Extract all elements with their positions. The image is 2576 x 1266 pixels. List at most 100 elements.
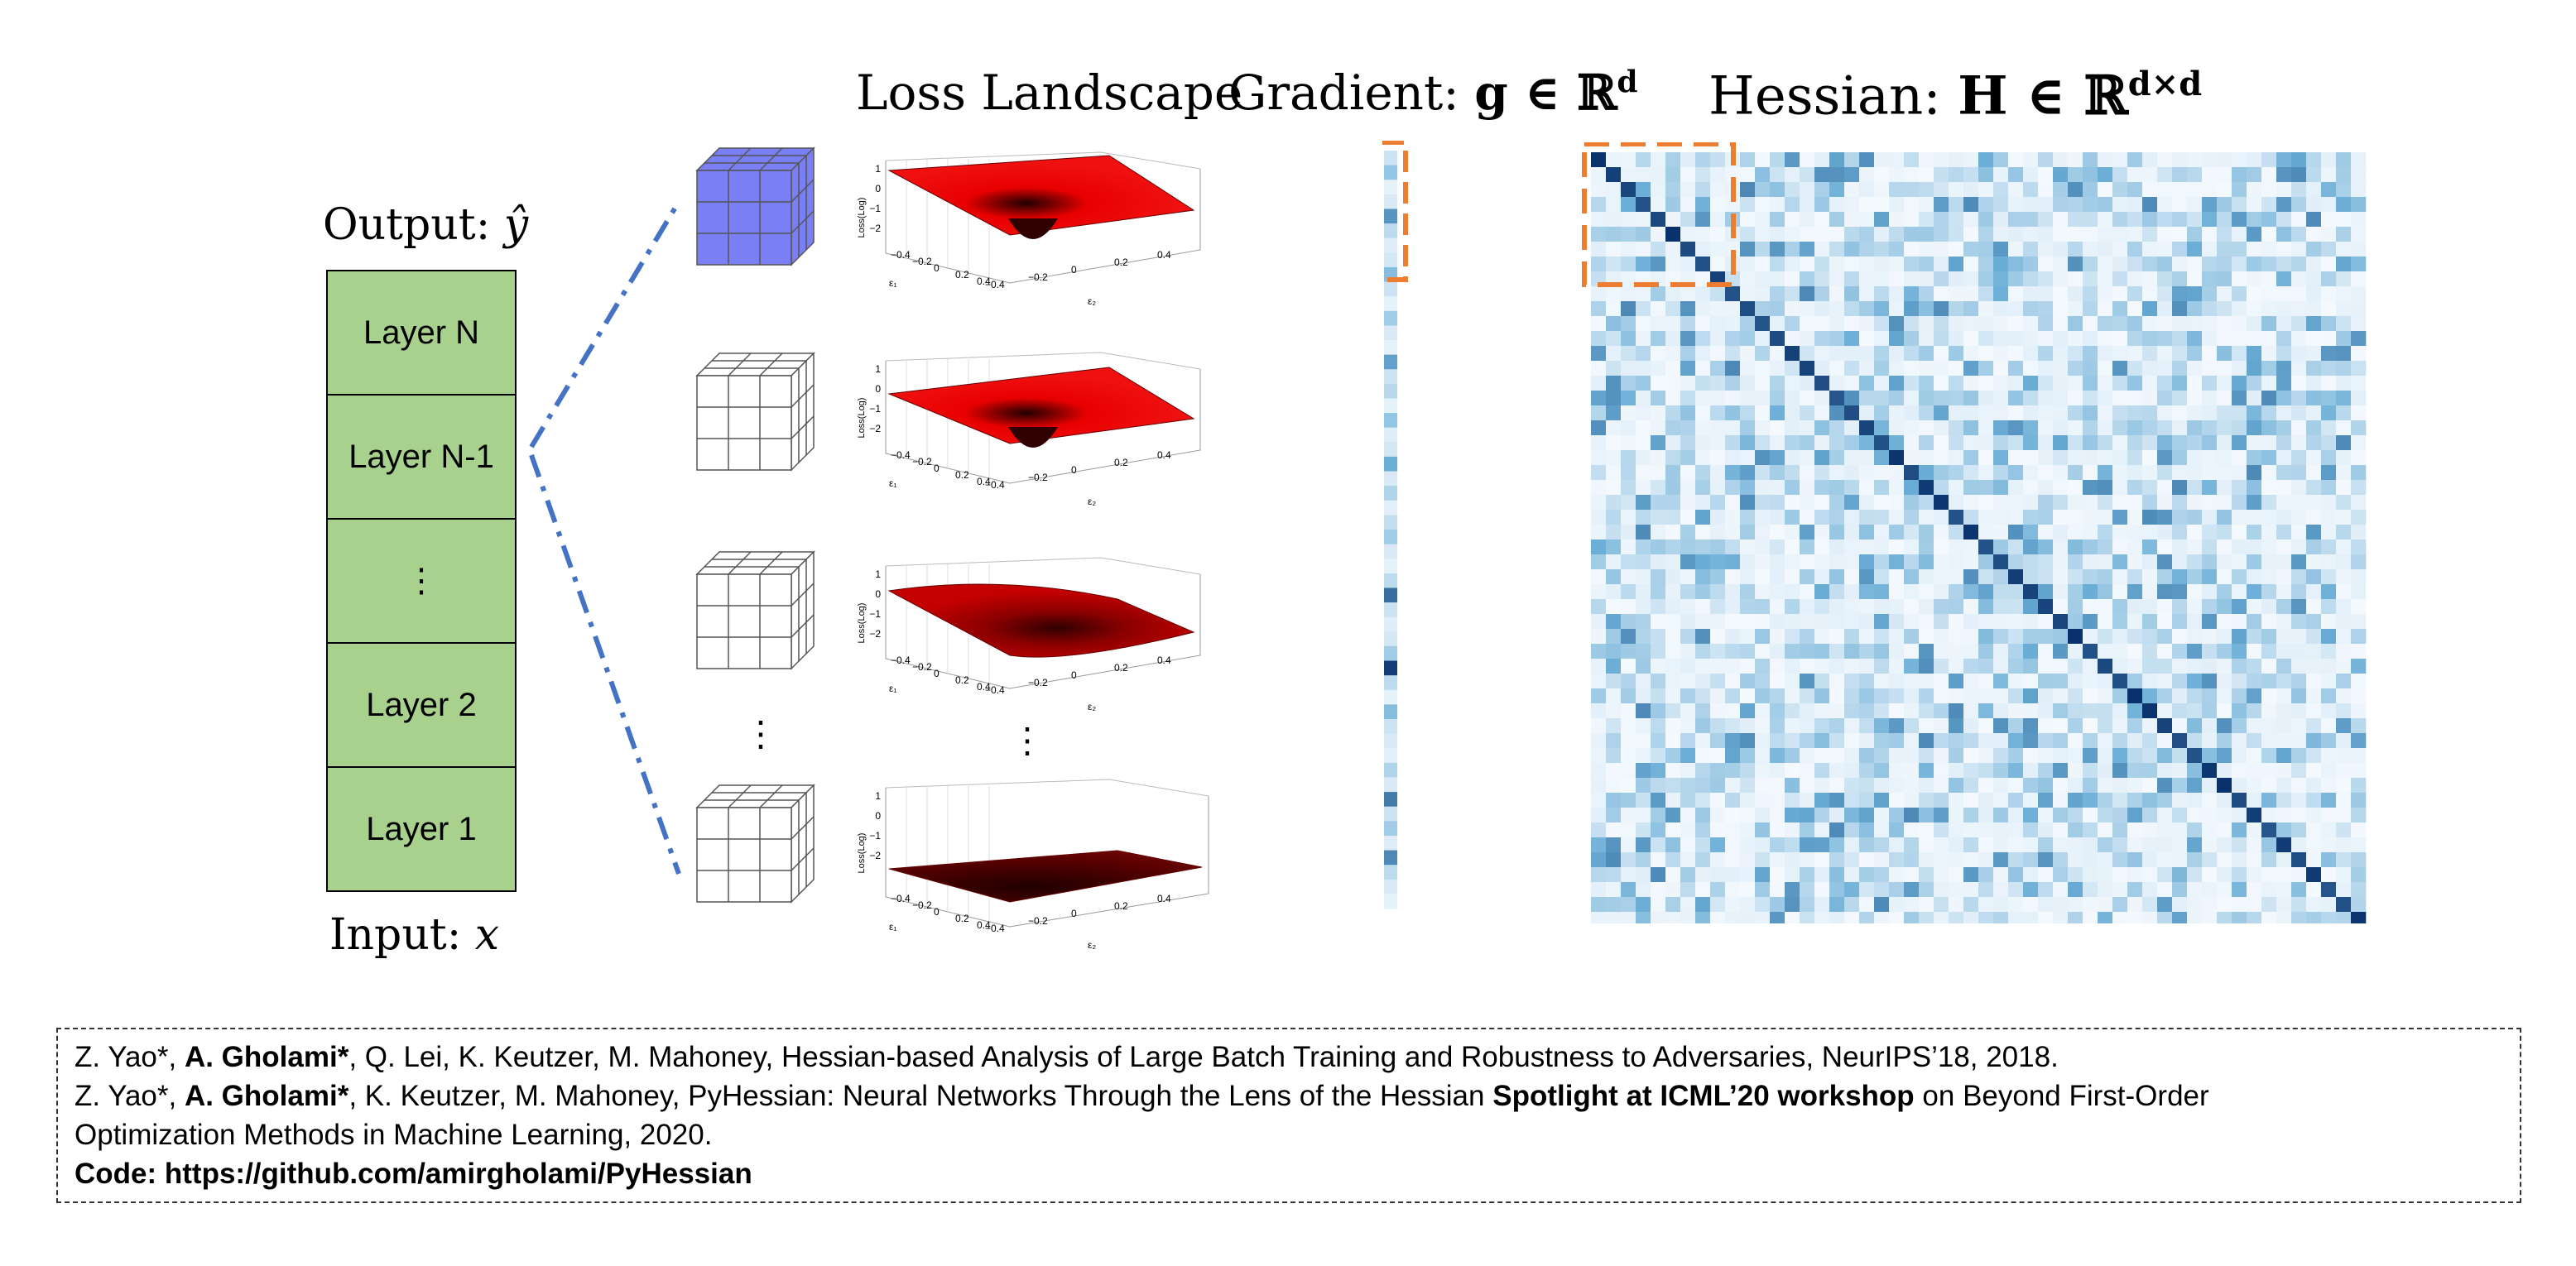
hessian-cell: [2232, 152, 2247, 168]
hessian-cell: [2023, 867, 2039, 883]
hessian-cell: [1710, 569, 1726, 585]
hessian-cell: [1919, 808, 1934, 823]
hessian-cell: [1636, 480, 1651, 496]
hessian-cell: [1725, 569, 1741, 585]
hessian-cell: [2142, 644, 2158, 659]
hessian-cell: [1889, 659, 1905, 674]
hessian-cell: [1859, 897, 1875, 913]
hessian-cell: [2247, 450, 2262, 466]
hessian-cell: [1591, 822, 1607, 838]
hessian-cell: [1859, 167, 1875, 183]
code-link-text[interactable]: Code: https://github.com/amirgholami/PyH…: [74, 1158, 752, 1190]
hessian-cell: [1636, 212, 1651, 228]
hessian-cell: [1636, 286, 1651, 302]
hessian-cell: [2351, 629, 2367, 645]
hessian-cell: [2232, 793, 2247, 808]
hessian-cell: [2068, 584, 2083, 600]
hessian-cell: [2321, 703, 2337, 719]
hessian-cell: [2112, 912, 2128, 928]
hessian-cell: [1606, 718, 1622, 734]
hessian-cell: [2157, 688, 2173, 704]
hessian-cell: [2038, 391, 2054, 406]
hessian-cell: [2276, 420, 2292, 436]
hessian-cell: [2232, 465, 2247, 481]
hessian-cell: [1606, 450, 1622, 466]
hessian-cell: [2053, 346, 2069, 362]
hessian-cell: [1829, 271, 1845, 287]
hessian-cell: [2142, 242, 2158, 257]
hessian-cell: [1859, 197, 1875, 213]
hessian-cell: [2217, 182, 2232, 198]
hessian-cell: [1904, 703, 1920, 719]
hessian-cell: [1889, 495, 1905, 511]
hessian-cell: [1710, 852, 1726, 868]
hessian-cell: [2068, 495, 2083, 511]
hessian-cell: [2291, 778, 2307, 794]
hessian-cell: [2023, 420, 2039, 436]
hessian-cell: [2127, 793, 2143, 808]
hessian-cell: [2232, 629, 2247, 645]
hessian-symbol: H ∈ ℝ: [1958, 65, 2128, 127]
hessian-cell: [2247, 152, 2262, 168]
hessian-cell: [1874, 688, 1890, 704]
hessian-cell: [1785, 301, 1800, 317]
hessian-cell: [1680, 644, 1696, 659]
hessian-cell: [1636, 197, 1651, 213]
hessian-cell: [2187, 614, 2203, 630]
gradient-cell: [1384, 894, 1397, 909]
hessian-cell: [2202, 525, 2218, 540]
hessian-cell: [1725, 629, 1741, 645]
hessian-cell: [1934, 405, 1949, 421]
hessian-cell: [2217, 227, 2232, 242]
hessian-cell: [1680, 897, 1696, 913]
hessian-cell: [2157, 703, 2173, 719]
gradient-symbol: g ∈ ℝ: [1474, 65, 1617, 121]
hessian-cell: [2083, 569, 2098, 585]
hessian-cell: [1814, 420, 1830, 436]
gradient-cell: [1384, 398, 1397, 414]
hessian-cell: [2068, 361, 2083, 376]
hessian-cell: [1814, 852, 1830, 868]
hessian-cell: [2187, 912, 2203, 928]
hessian-cell: [1963, 152, 1979, 168]
hessian-cell: [1829, 331, 1845, 347]
hessian-cell: [1621, 852, 1636, 868]
hessian-cell: [1785, 480, 1800, 496]
hessian-cell: [1770, 152, 1785, 168]
hessian-cell: [1636, 703, 1651, 719]
hessian-cell: [2291, 599, 2307, 615]
hessian-cell: [2276, 331, 2292, 347]
hessian-cell: [1606, 212, 1622, 228]
hessian-cell: [1710, 167, 1726, 183]
hessian-cell: [2038, 539, 2054, 555]
hessian-cell: [1904, 257, 1920, 272]
hessian-cell: [1755, 257, 1771, 272]
cube-geometry: [695, 784, 815, 904]
hessian-cell: [1844, 301, 1860, 317]
hessian-cell: [1770, 778, 1785, 794]
hessian-cell: [1934, 733, 1949, 749]
hessian-cell: [1785, 376, 1800, 391]
hessian-cell: [1963, 703, 1979, 719]
cube-grid-line: [791, 583, 815, 607]
hessian-cell: [1710, 391, 1726, 406]
hessian-cell: [2336, 733, 2352, 749]
hessian-cell: [1695, 837, 1711, 853]
hessian-cell: [1770, 197, 1785, 213]
hessian-cell: [1755, 510, 1771, 525]
hessian-cell: [1993, 197, 2009, 213]
hessian-cell: [2351, 674, 2367, 689]
hessian-cell: [1770, 629, 1785, 645]
hessian-cell: [2247, 808, 2262, 823]
connector-lower-line: [529, 454, 681, 875]
hessian-cell: [1978, 242, 1994, 257]
hessian-cell: [1800, 495, 1815, 511]
hessian-cell: [1844, 435, 1860, 451]
hessian-cell: [2023, 450, 2039, 466]
hessian-cell: [2351, 897, 2367, 913]
hessian-cell: [2127, 525, 2143, 540]
hessian-cell: [1800, 301, 1815, 317]
code-link[interactable]: Code: https://github.com/amirgholami/PyH…: [74, 1154, 2503, 1193]
hessian-cell: [1710, 778, 1726, 794]
hessian-cell: [1755, 599, 1771, 615]
